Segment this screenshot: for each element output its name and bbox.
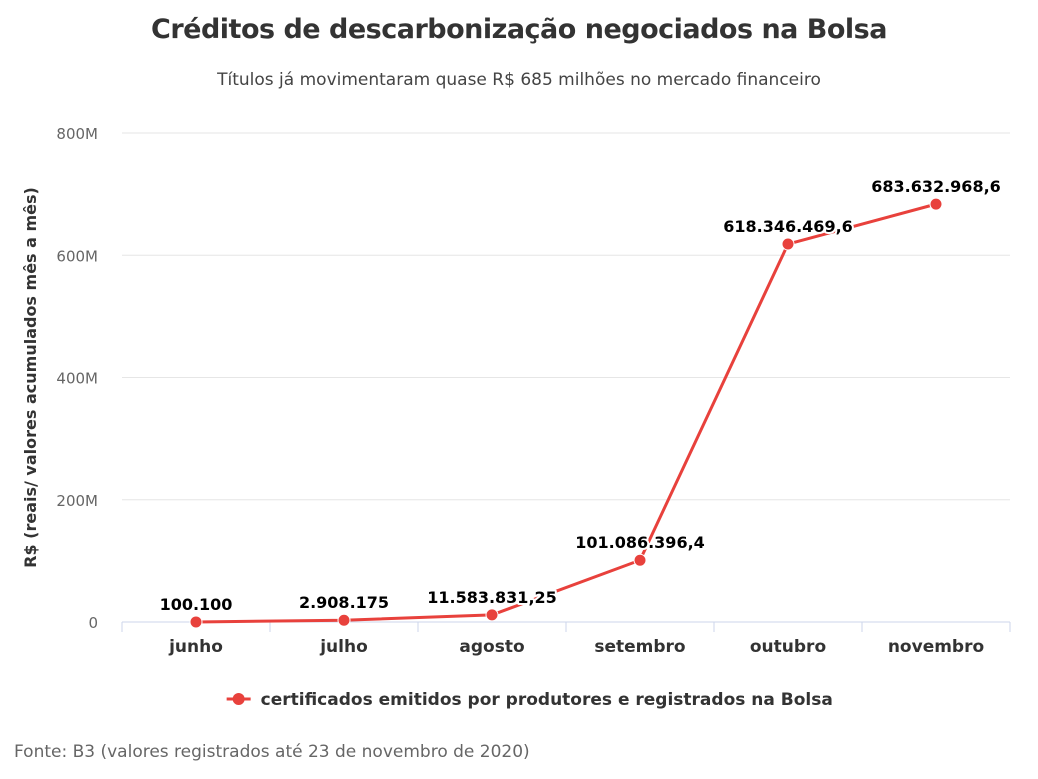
y-tick-label: 800M (56, 125, 98, 143)
y-tick-label: 200M (56, 492, 98, 510)
data-point[interactable] (929, 197, 943, 211)
x-tick-label: outubro (750, 637, 826, 657)
data-label: 2.908.175 (299, 593, 389, 612)
x-tick-label: setembro (594, 637, 685, 657)
y-axis-title: R$ (reais/ valores acumulados mês a mês) (21, 187, 40, 568)
chart-subtitle: Títulos já movimentaram quase R$ 685 mil… (217, 70, 821, 90)
series-line (194, 202, 938, 624)
legend-item-label: certificados emitidos por produtores e r… (261, 690, 833, 710)
data-point[interactable] (781, 237, 795, 251)
source-note: Fonte: B3 (valores registrados até 23 de… (14, 742, 530, 762)
data-point[interactable] (189, 615, 203, 629)
x-tick-label: agosto (459, 637, 524, 657)
legend-marker (232, 693, 245, 705)
data-label: 101.086.396,4 (575, 533, 705, 552)
data-point[interactable] (337, 613, 351, 627)
data-label: 618.346.469,6 (723, 217, 853, 236)
y-tick-label: 0 (88, 614, 98, 632)
x-tick-label: julho (319, 637, 368, 657)
data-label: 11.583.831,25 (427, 588, 557, 607)
y-tick-label: 400M (56, 370, 98, 388)
y-tick-label: 600M (56, 247, 98, 265)
x-tick-label: novembro (888, 637, 984, 657)
data-label: 683.632.968,6 (871, 177, 1001, 196)
data-point[interactable] (633, 553, 647, 567)
chart-title: Créditos de descarbonização negociados n… (151, 14, 887, 45)
data-label: 100.100 (160, 595, 233, 614)
x-tick-label: junho (168, 637, 223, 657)
data-point[interactable] (485, 608, 499, 622)
